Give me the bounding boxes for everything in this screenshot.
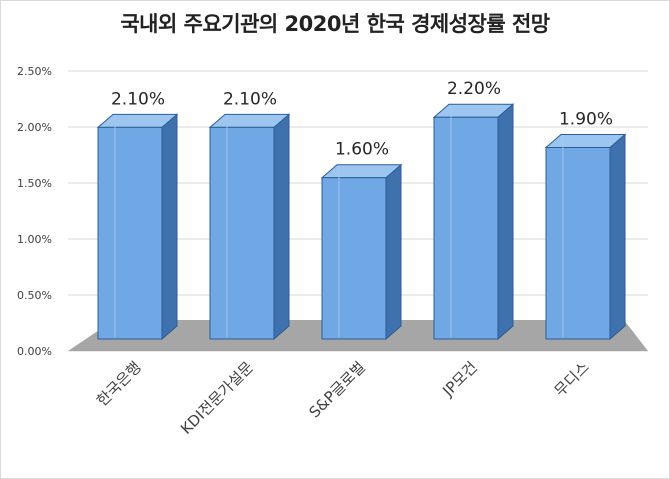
y-tick-label: 0.00% [17,345,52,358]
chart-title: 국내외 주요기관의 2020년 한국 경제성장률 전망 [120,12,550,36]
bar-2 [208,113,291,341]
bar-front-face [433,116,499,340]
data-label: 1.90% [559,109,613,129]
bar-4 [432,103,515,341]
bar-side-face [385,163,402,341]
bar-front-face [545,146,611,340]
data-label: 1.60% [335,140,389,160]
x-tick-label: KDI전문가설문 [177,358,257,438]
y-tick-label: 2.50% [17,65,52,78]
bar-5 [544,133,627,341]
x-axis-ticks: 한국은행 KDI전문가설문 S&P글로벌 JP모건 무디스 [93,358,593,438]
bar-side-face [273,113,290,341]
x-tick-label: JP모건 [438,358,480,400]
y-tick-label: 1.00% [17,233,52,246]
bar-side-face [609,133,626,341]
data-label: 2.20% [447,79,501,99]
data-label: 2.10% [111,89,165,109]
bar-side-face [497,103,514,341]
x-tick-label: 무디스 [551,358,593,400]
bar-1 [96,113,179,341]
bar-3 [320,163,403,341]
y-tick-label: 1.50% [17,177,52,190]
bar-side-face [161,113,178,341]
bar-front-face [97,126,163,340]
bars [96,103,627,341]
y-axis-ticks: 0.00% 0.50% 1.00% 1.50% 2.00% 2.50% [17,65,52,358]
bar-front-face [321,177,387,340]
x-tick-label: S&P글로벌 [305,358,368,421]
x-tick-label: 한국은행 [93,358,145,410]
data-labels: 2.10% 2.10% 1.60% 2.20% 1.90% [111,79,613,159]
y-tick-label: 2.00% [17,121,52,134]
y-tick-label: 0.50% [17,289,52,302]
bar-front-face [209,126,275,340]
data-label: 2.10% [223,89,277,109]
